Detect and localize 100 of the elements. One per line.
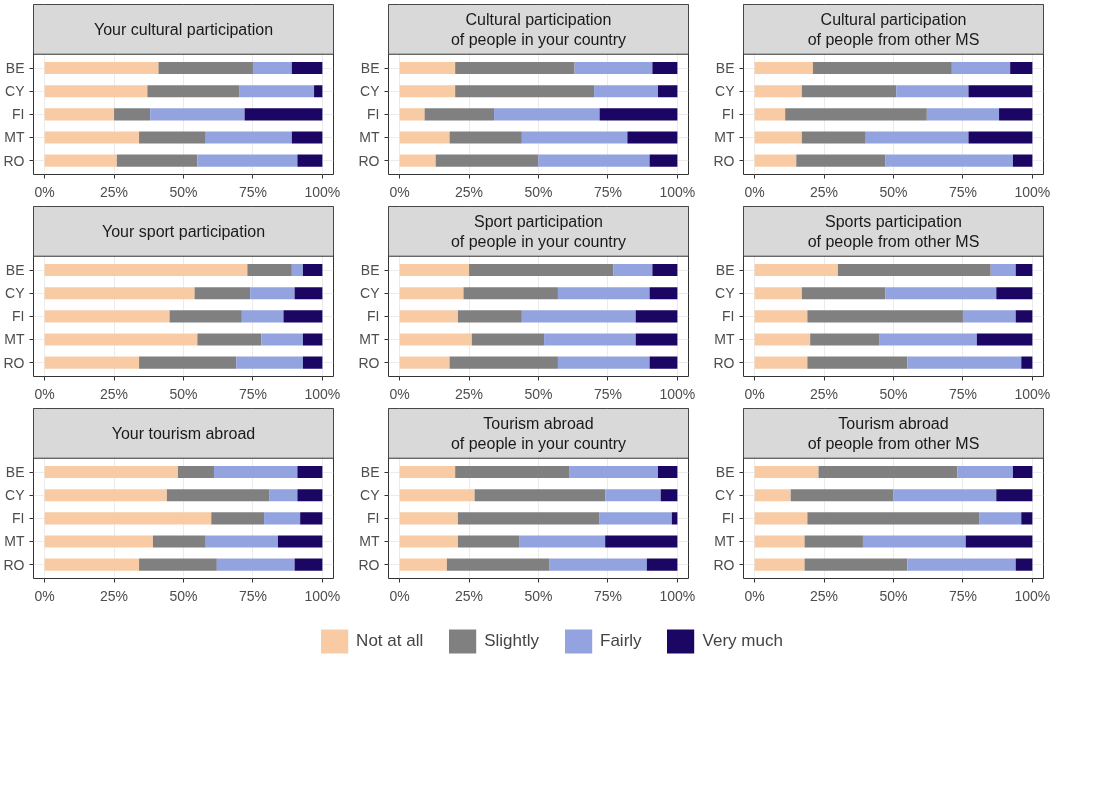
- x-tick-label: 0%: [34, 385, 55, 402]
- y-tick-label: RO: [3, 556, 25, 573]
- chart-title: Your sport participation: [101, 222, 266, 240]
- x-tick-label: 0%: [744, 587, 765, 604]
- x-tick-label: 75%: [238, 183, 267, 200]
- y-tick-label: RO: [713, 152, 735, 169]
- y-tick-label: BE: [360, 464, 380, 481]
- y-tick-label: FI: [722, 106, 735, 123]
- legend-label: Slightly: [484, 631, 540, 651]
- x-tick-label: 50%: [169, 385, 198, 402]
- y-tick-label: FI: [367, 510, 380, 527]
- x-tick-label: 0%: [389, 385, 410, 402]
- y-tick-label: RO: [713, 556, 735, 573]
- x-tick-label: 100%: [1014, 587, 1051, 604]
- y-tick-label: CY: [360, 487, 381, 504]
- x-tick-label: 75%: [593, 183, 622, 200]
- y-tick-label: RO: [358, 152, 380, 169]
- y-tick-label: FI: [12, 308, 25, 325]
- y-tick-label: CY: [715, 487, 736, 504]
- chart-title: Tourism abroad of people in your country: [450, 415, 627, 452]
- x-tick-label: 100%: [659, 183, 696, 200]
- x-tick-label: 0%: [744, 183, 765, 200]
- chart-title: Sport participation of people in your country: [450, 213, 627, 250]
- x-tick-label: 75%: [593, 385, 622, 402]
- y-tick-label: FI: [367, 106, 380, 123]
- y-tick-label: MT: [4, 331, 25, 348]
- y-tick-label: BE: [715, 464, 735, 481]
- y-tick-label: MT: [4, 129, 25, 146]
- x-tick-label: 100%: [304, 385, 341, 402]
- y-tick-label: RO: [3, 152, 25, 169]
- y-tick-label: CY: [5, 285, 26, 302]
- y-tick-label: RO: [358, 354, 380, 371]
- y-tick-label: RO: [358, 556, 380, 573]
- x-tick-label: 100%: [1014, 385, 1051, 402]
- chart-title: Cultural participation of people in your country: [450, 11, 627, 48]
- y-tick-label: CY: [715, 285, 736, 302]
- x-tick-label: 25%: [810, 183, 839, 200]
- x-tick-label: 100%: [304, 587, 341, 604]
- y-tick-label: MT: [4, 533, 25, 550]
- x-tick-label: 0%: [34, 183, 55, 200]
- y-tick-label: MT: [359, 331, 380, 348]
- y-tick-label: MT: [714, 129, 735, 146]
- y-tick-label: MT: [359, 129, 380, 146]
- y-tick-label: FI: [367, 308, 380, 325]
- x-tick-label: 0%: [34, 587, 55, 604]
- y-tick-label: BE: [5, 262, 25, 279]
- y-tick-label: FI: [722, 308, 735, 325]
- x-tick-label: 0%: [744, 385, 765, 402]
- chart-title: Your tourism abroad: [111, 424, 256, 442]
- y-tick-label: CY: [360, 285, 381, 302]
- x-tick-label: 50%: [879, 183, 908, 200]
- x-tick-label: 25%: [810, 587, 839, 604]
- x-tick-label: 100%: [659, 587, 696, 604]
- x-tick-label: 25%: [455, 385, 484, 402]
- x-tick-label: 75%: [948, 587, 977, 604]
- legend-label: Fairly: [600, 631, 642, 651]
- y-tick-label: FI: [722, 510, 735, 527]
- x-tick-label: 50%: [169, 183, 198, 200]
- y-tick-label: MT: [714, 533, 735, 550]
- x-tick-label: 100%: [1014, 183, 1051, 200]
- y-tick-label: CY: [715, 83, 736, 100]
- x-tick-label: 50%: [524, 183, 553, 200]
- x-tick-label: 25%: [100, 587, 129, 604]
- y-tick-label: BE: [5, 60, 25, 77]
- y-tick-label: CY: [5, 83, 26, 100]
- chart-title: Sports participation of people from other MS: [807, 213, 980, 250]
- x-tick-label: 25%: [100, 385, 129, 402]
- y-tick-label: BE: [715, 60, 735, 77]
- legend-label: Very much: [702, 631, 783, 651]
- y-tick-label: BE: [715, 262, 735, 279]
- x-tick-label: 0%: [389, 587, 410, 604]
- x-tick-label: 75%: [238, 587, 267, 604]
- y-tick-label: FI: [12, 510, 25, 527]
- y-tick-label: MT: [714, 331, 735, 348]
- x-tick-label: 25%: [455, 587, 484, 604]
- x-tick-label: 75%: [238, 385, 267, 402]
- x-tick-label: 0%: [389, 183, 410, 200]
- chart-title: Tourism abroad of people from other MS: [807, 415, 980, 452]
- y-tick-label: BE: [360, 60, 380, 77]
- x-tick-label: 50%: [524, 385, 553, 402]
- x-tick-label: 50%: [879, 587, 908, 604]
- y-tick-label: BE: [5, 464, 25, 481]
- x-tick-label: 25%: [810, 385, 839, 402]
- x-tick-label: 75%: [593, 587, 622, 604]
- y-tick-label: RO: [713, 354, 735, 371]
- x-tick-label: 25%: [455, 183, 484, 200]
- y-tick-label: BE: [360, 262, 380, 279]
- x-tick-label: 100%: [659, 385, 696, 402]
- legend-label: Not at all: [356, 631, 424, 651]
- chart-title: Your cultural participation: [93, 20, 274, 38]
- x-tick-label: 50%: [524, 587, 553, 604]
- x-tick-label: 50%: [879, 385, 908, 402]
- y-tick-label: RO: [3, 354, 25, 371]
- chart-title: Cultural participation of people from other MS: [807, 11, 980, 48]
- x-tick-label: 50%: [169, 587, 198, 604]
- y-tick-label: CY: [5, 487, 26, 504]
- y-tick-label: MT: [359, 533, 380, 550]
- x-tick-label: 75%: [948, 385, 977, 402]
- x-tick-label: 100%: [304, 183, 341, 200]
- x-tick-label: 75%: [948, 183, 977, 200]
